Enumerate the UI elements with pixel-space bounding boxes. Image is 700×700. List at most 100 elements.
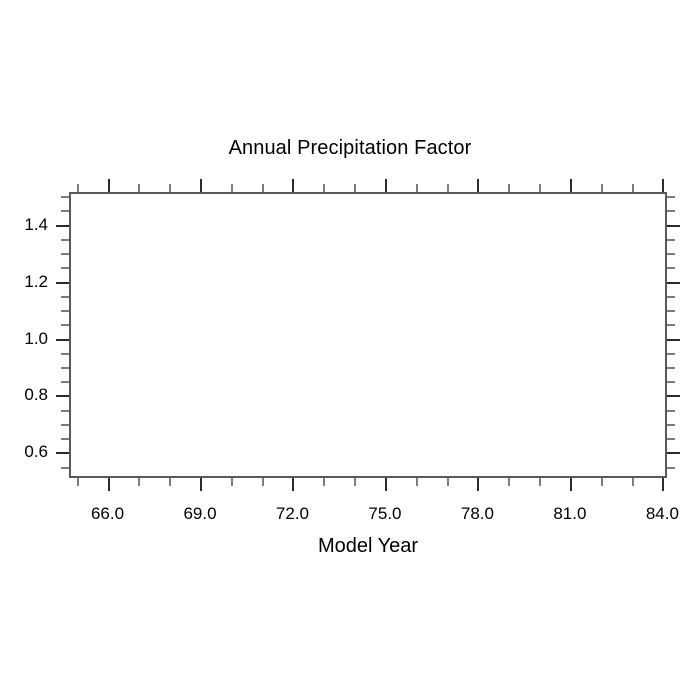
y-tick-label: 1.4 — [24, 214, 48, 234]
bottom-axis-minor-tick — [169, 478, 172, 486]
left-axis-minor-tick — [61, 310, 69, 313]
left-axis-minor-tick — [61, 210, 69, 213]
axis-frame-top — [69, 192, 667, 194]
top-axis-minor-tick — [261, 184, 264, 192]
bottom-axis-major-tick — [292, 478, 295, 491]
left-axis-minor-tick — [61, 295, 69, 298]
x-tick-label: 69.0 — [183, 504, 217, 523]
bottom-axis-minor-tick — [415, 478, 418, 486]
right-axis-minor-tick — [667, 196, 675, 199]
top-axis-minor-tick — [138, 184, 141, 192]
right-axis-minor-tick — [667, 352, 675, 355]
top-axis-major-tick — [200, 179, 202, 192]
top-axis-minor-tick — [600, 184, 603, 192]
bottom-axis-minor-tick — [76, 478, 79, 486]
x-tick-label: 81.0 — [553, 504, 587, 523]
right-axis-minor-tick — [667, 438, 675, 441]
bottom-axis-minor-tick — [446, 478, 449, 486]
right-axis-minor-tick — [667, 238, 675, 241]
left-axis-minor-tick — [61, 466, 69, 469]
left-axis-minor-tick — [61, 438, 69, 441]
right-axis-minor-tick — [667, 466, 675, 469]
left-axis-minor-tick — [61, 352, 69, 355]
top-axis-minor-tick — [508, 184, 511, 192]
x-tick-label: 66.0 — [90, 504, 125, 523]
left-axis-major-tick — [56, 452, 69, 455]
x-tick-label: 72.0 — [275, 504, 310, 523]
right-axis-major-tick — [667, 338, 680, 341]
top-axis-major-tick — [477, 179, 480, 192]
bottom-axis-minor-tick — [354, 478, 357, 486]
top-axis-major-tick — [569, 179, 572, 192]
top-axis-major-tick — [384, 179, 387, 192]
right-axis-minor-tick — [667, 409, 675, 412]
right-axis-major-tick — [667, 395, 680, 398]
top-axis-minor-tick — [230, 184, 233, 192]
axis-frame-left — [69, 192, 71, 478]
right-axis-minor-tick — [667, 295, 675, 298]
x-tick-label: 78.0 — [460, 504, 494, 523]
axis-frame-right — [665, 192, 667, 478]
left-axis-major-tick — [56, 395, 69, 398]
y-tick-label: 0.6 — [24, 442, 48, 462]
bottom-axis-minor-tick — [508, 478, 511, 486]
bottom-axis-major-tick — [477, 478, 480, 491]
top-axis-minor-tick — [446, 184, 449, 192]
right-axis-minor-tick — [667, 253, 675, 256]
top-axis-major-tick — [662, 179, 665, 192]
bottom-axis-minor-tick — [138, 478, 141, 486]
bottom-axis-minor-tick — [631, 478, 634, 486]
bottom-axis-minor-tick — [323, 478, 326, 486]
x-tick-label: 75.0 — [368, 504, 402, 523]
bottom-axis-major-tick — [107, 478, 110, 491]
right-axis-major-tick — [667, 452, 680, 455]
top-axis-minor-tick — [631, 184, 634, 192]
right-axis-minor-tick — [667, 423, 675, 426]
top-axis-minor-tick — [169, 184, 172, 192]
right-axis-minor-tick — [667, 267, 675, 270]
right-axis-minor-tick — [667, 367, 675, 369]
bottom-axis-major-tick — [200, 478, 202, 491]
bottom-axis-minor-tick — [230, 478, 233, 486]
right-axis-minor-tick — [667, 310, 675, 313]
top-axis-minor-tick — [539, 184, 542, 192]
left-axis-minor-tick — [61, 367, 69, 369]
bottom-axis-minor-tick — [539, 478, 542, 486]
right-axis-minor-tick — [667, 381, 675, 384]
top-axis-minor-tick — [354, 184, 357, 192]
left-axis-major-tick — [56, 224, 69, 227]
bottom-axis-major-tick — [662, 478, 665, 491]
bottom-axis-minor-tick — [600, 478, 603, 486]
x-tick-label: 84.0 — [645, 504, 679, 523]
top-axis-minor-tick — [76, 184, 79, 192]
x-axis-title: Model Year — [317, 535, 419, 557]
top-axis-major-tick — [107, 179, 110, 192]
top-axis-major-tick — [292, 179, 295, 192]
y-tick-label: 0.8 — [24, 385, 48, 405]
plot-area — [56, 179, 680, 491]
bottom-axis-major-tick — [569, 478, 572, 491]
right-axis-major-tick — [667, 224, 680, 227]
top-axis-minor-tick — [323, 184, 326, 192]
left-axis-minor-tick — [61, 409, 69, 412]
left-axis-minor-tick — [61, 238, 69, 241]
left-axis-minor-tick — [61, 267, 69, 270]
bottom-axis-minor-tick — [261, 478, 264, 486]
axis-frame-bottom — [69, 476, 667, 478]
left-axis-major-tick — [56, 338, 69, 341]
right-axis-minor-tick — [667, 324, 675, 327]
left-axis-minor-tick — [61, 196, 69, 199]
right-axis-minor-tick — [667, 210, 675, 213]
left-axis-minor-tick — [61, 253, 69, 256]
left-axis-minor-tick — [61, 324, 69, 327]
left-axis-major-tick — [56, 281, 69, 284]
bottom-axis-major-tick — [384, 478, 387, 491]
page-title: Annual Precipitation Factor — [228, 137, 472, 159]
left-axis-minor-tick — [61, 381, 69, 384]
right-axis-major-tick — [667, 281, 680, 284]
top-axis-minor-tick — [415, 184, 418, 192]
left-axis-minor-tick — [61, 423, 69, 426]
y-tick-label: 1.0 — [24, 328, 48, 348]
y-tick-label: 1.2 — [24, 271, 48, 291]
